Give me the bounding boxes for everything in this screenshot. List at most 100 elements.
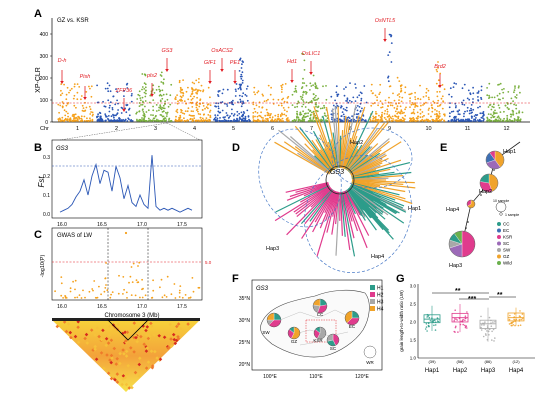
manhattan-point: [416, 111, 419, 114]
tree-branch: [289, 183, 329, 198]
manhattan-point: [518, 85, 520, 87]
manhattan-point: [472, 101, 474, 104]
manhattan-point: [463, 83, 466, 86]
manhattan-point: [280, 104, 283, 107]
manhattan-point: [256, 115, 259, 118]
manhattan-point: [331, 116, 333, 119]
manhattan-point: [293, 90, 296, 93]
ld-cell: [109, 376, 114, 381]
gwas-point: [93, 280, 96, 282]
manhattan-point: [81, 104, 84, 107]
manhattan-point: [392, 92, 394, 95]
manhattan-point: [355, 87, 357, 89]
gwas-point: [105, 262, 107, 264]
data-point: [519, 310, 521, 312]
manhattan-point: [419, 120, 422, 122]
data-point: [485, 334, 487, 336]
manhattan-point: [78, 116, 80, 118]
manhattan-point: [507, 108, 510, 111]
ld-cell: [104, 343, 108, 348]
group-label: Hap2: [453, 368, 468, 374]
manhattan-point: [482, 113, 485, 116]
manhattan-point: [312, 84, 314, 87]
ld-cell: [110, 356, 114, 360]
gwas-point: [173, 283, 176, 285]
manhattan-point: [389, 104, 392, 107]
gwas-point: [132, 262, 135, 265]
tree-branch: [342, 191, 353, 222]
manhattan-point: [302, 110, 304, 113]
manhattan-point: [436, 70, 439, 73]
manhattan-point: [378, 93, 381, 96]
manhattan-point: [404, 86, 407, 89]
sig-label-1: **: [455, 288, 461, 295]
sig-label-3: **: [497, 292, 503, 299]
panel-g: G grain length-to-width ratio (LW) 1.01.…: [396, 273, 535, 374]
hap3-node: [448, 230, 476, 258]
manhattan-point: [491, 114, 494, 117]
manhattan-point: [387, 76, 389, 79]
manhattan-point: [65, 119, 68, 121]
manhattan-point: [87, 120, 90, 122]
manhattan-point: [403, 120, 405, 122]
manhattan-point: [158, 106, 161, 109]
manhattan-point: [301, 96, 304, 99]
manhattan-point: [437, 115, 440, 117]
gene-arrowhead: [309, 72, 313, 75]
manhattan-point: [490, 113, 492, 116]
tree-branch: [274, 185, 331, 222]
tree-branch: [351, 175, 404, 180]
data-point: [453, 318, 456, 320]
manhattan-point: [346, 98, 349, 101]
manhattan-point: [404, 114, 407, 117]
manhattan-point: [398, 80, 401, 82]
gwas-point: [131, 281, 134, 283]
manhattan-point: [517, 86, 520, 89]
manhattan-point: [468, 109, 471, 112]
panel-a-manhattan-points: [57, 33, 524, 122]
gwas-point: [139, 296, 141, 299]
manhattan-point: [110, 115, 113, 118]
manhattan-point: [267, 114, 270, 117]
manhattan-point: [472, 92, 475, 95]
manhattan-point: [498, 83, 500, 86]
manhattan-point: [480, 120, 483, 122]
manhattan-point: [135, 112, 138, 115]
manhattan-point: [340, 115, 343, 118]
manhattan-point: [162, 118, 165, 120]
manhattan-point: [302, 115, 305, 118]
tree-branch: [278, 129, 332, 173]
manhattan-point: [221, 109, 224, 112]
manhattan-point: [253, 91, 256, 93]
manhattan-point: [319, 120, 322, 122]
ld-cell: [111, 328, 116, 333]
legend-swatch: [370, 285, 375, 290]
manhattan-point: [513, 89, 516, 92]
manhattan-point: [201, 117, 204, 120]
ld-cell: [135, 339, 139, 344]
manhattan-point: [438, 115, 441, 117]
manhattan-point: [238, 119, 240, 122]
manhattan-point: [313, 99, 316, 101]
manhattan-point: [78, 86, 81, 88]
gwas-point: [60, 294, 63, 297]
manhattan-point: [301, 119, 304, 122]
ld-cell: [114, 362, 119, 366]
manhattan-point: [336, 104, 339, 107]
manhattan-point: [316, 87, 318, 89]
china-outline: [260, 289, 370, 358]
manhattan-point: [296, 112, 298, 115]
tree-branch: [304, 143, 333, 172]
manhattan-point: [412, 119, 415, 122]
ld-cell: [99, 351, 104, 355]
manhattan-point: [296, 116, 298, 119]
gwas-point: [100, 293, 102, 296]
gwas-point: [74, 296, 76, 299]
manhattan-point: [88, 105, 91, 108]
ld-cell: [125, 372, 129, 376]
manhattan-point: [241, 82, 244, 84]
manhattan-point: [466, 106, 469, 109]
